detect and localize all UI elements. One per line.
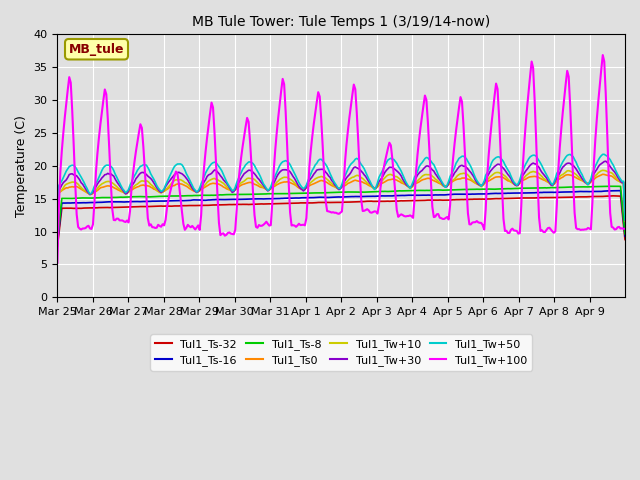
Tul1_Tw+100 xyxy=(54,260,61,265)
Tul1_Tw+50 xyxy=(346,164,353,169)
Tul1_Ts-32 xyxy=(54,243,61,249)
Tul1_Tw+30 xyxy=(543,175,550,180)
Tul1_Tw+100 xyxy=(73,212,81,217)
Text: MB_tule: MB_tule xyxy=(68,43,124,56)
Tul1_Tw+10 xyxy=(91,189,99,195)
Tul1_Ts-8 xyxy=(458,187,466,192)
Tul1_Ts-32 xyxy=(621,237,629,242)
Tul1_Tw+100 xyxy=(346,115,353,121)
Tul1_Ts-8 xyxy=(618,199,626,205)
Line: Tul1_Tw+10: Tul1_Tw+10 xyxy=(58,170,625,228)
Tul1_Ts-8 xyxy=(621,231,629,237)
Tul1_Ts-32 xyxy=(609,193,617,199)
Tul1_Ts-8 xyxy=(91,195,99,201)
Tul1_Ts-8 xyxy=(346,189,353,195)
Tul1_Tw+50 xyxy=(621,217,629,223)
Line: Tul1_Tw+50: Tul1_Tw+50 xyxy=(58,155,625,223)
Tul1_Tw+50 xyxy=(458,153,466,159)
Tul1_Tw+30 xyxy=(602,158,609,164)
Tul1_Tw+100 xyxy=(91,199,99,205)
Tul1_Tw+50 xyxy=(543,172,550,178)
Tul1_Tw+10 xyxy=(621,218,629,224)
Tul1_Tw+30 xyxy=(54,224,61,230)
Tul1_Ts-8 xyxy=(543,185,550,191)
Tul1_Tw+100 xyxy=(458,99,466,105)
Tul1_Tw+10 xyxy=(54,225,61,230)
Tul1_Tw+50 xyxy=(54,220,61,226)
Tul1_Tw+100 xyxy=(618,226,626,231)
Tul1_Ts0 xyxy=(73,184,81,190)
Tul1_Ts0 xyxy=(346,180,353,186)
Tul1_Tw+50 xyxy=(91,183,99,189)
Tul1_Tw+30 xyxy=(618,180,626,186)
Tul1_Ts-16 xyxy=(618,203,626,209)
Tul1_Tw+50 xyxy=(618,179,626,184)
Tul1_Tw+30 xyxy=(621,217,629,223)
Tul1_Tw+50 xyxy=(73,166,81,172)
Tul1_Ts0 xyxy=(618,179,626,185)
Tul1_Ts0 xyxy=(458,175,466,181)
Tul1_Ts-32 xyxy=(346,199,353,205)
Tul1_Tw+30 xyxy=(458,162,466,168)
Line: Tul1_Ts-8: Tul1_Ts-8 xyxy=(58,186,625,241)
Tul1_Ts-8 xyxy=(608,183,616,189)
Tul1_Ts-16 xyxy=(621,233,629,239)
Tul1_Tw+10 xyxy=(73,180,81,186)
Line: Tul1_Ts-16: Tul1_Ts-16 xyxy=(58,191,625,243)
Tul1_Tw+100 xyxy=(599,52,607,58)
Tul1_Ts0 xyxy=(621,218,629,224)
Line: Tul1_Tw+100: Tul1_Tw+100 xyxy=(58,55,625,263)
Tul1_Tw+10 xyxy=(543,178,550,183)
Tul1_Ts-32 xyxy=(73,205,81,211)
Tul1_Ts-16 xyxy=(617,188,625,193)
Tul1_Tw+10 xyxy=(346,176,353,182)
Tul1_Ts-16 xyxy=(346,194,353,200)
Tul1_Ts-16 xyxy=(54,240,61,246)
Tul1_Ts-16 xyxy=(73,200,81,206)
Tul1_Tw+100 xyxy=(621,226,629,231)
Tul1_Ts0 xyxy=(543,179,550,184)
Tul1_Ts-8 xyxy=(73,195,81,201)
Tul1_Tw+100 xyxy=(543,227,550,233)
Tul1_Tw+50 xyxy=(599,152,607,157)
Legend: Tul1_Ts-32, Tul1_Ts-16, Tul1_Ts-8, Tul1_Ts0, Tul1_Tw+10, Tul1_Tw+30, Tul1_Tw+50,: Tul1_Ts-32, Tul1_Ts-16, Tul1_Ts-8, Tul1_… xyxy=(150,335,532,371)
Tul1_Ts0 xyxy=(91,190,99,195)
Tul1_Ts-32 xyxy=(91,205,99,211)
Y-axis label: Temperature (C): Temperature (C) xyxy=(15,115,28,217)
Title: MB Tule Tower: Tule Temps 1 (3/19/14-now): MB Tule Tower: Tule Temps 1 (3/19/14-now… xyxy=(192,15,490,29)
Tul1_Ts-8 xyxy=(54,238,61,244)
Tul1_Ts-32 xyxy=(618,208,626,214)
Tul1_Ts0 xyxy=(54,225,61,231)
Tul1_Tw+10 xyxy=(599,168,607,173)
Tul1_Tw+30 xyxy=(91,186,99,192)
Tul1_Ts-16 xyxy=(458,192,466,197)
Tul1_Ts-32 xyxy=(543,195,550,201)
Tul1_Ts-32 xyxy=(458,197,466,203)
Tul1_Ts-16 xyxy=(91,200,99,205)
Line: Tul1_Ts-32: Tul1_Ts-32 xyxy=(58,196,625,246)
Tul1_Ts0 xyxy=(599,171,607,177)
Tul1_Tw+10 xyxy=(618,180,626,186)
Tul1_Ts-16 xyxy=(543,190,550,195)
Tul1_Tw+30 xyxy=(346,172,353,178)
Tul1_Tw+10 xyxy=(458,171,466,177)
Tul1_Tw+30 xyxy=(73,173,81,179)
Line: Tul1_Tw+30: Tul1_Tw+30 xyxy=(58,161,625,227)
Line: Tul1_Ts0: Tul1_Ts0 xyxy=(58,174,625,228)
